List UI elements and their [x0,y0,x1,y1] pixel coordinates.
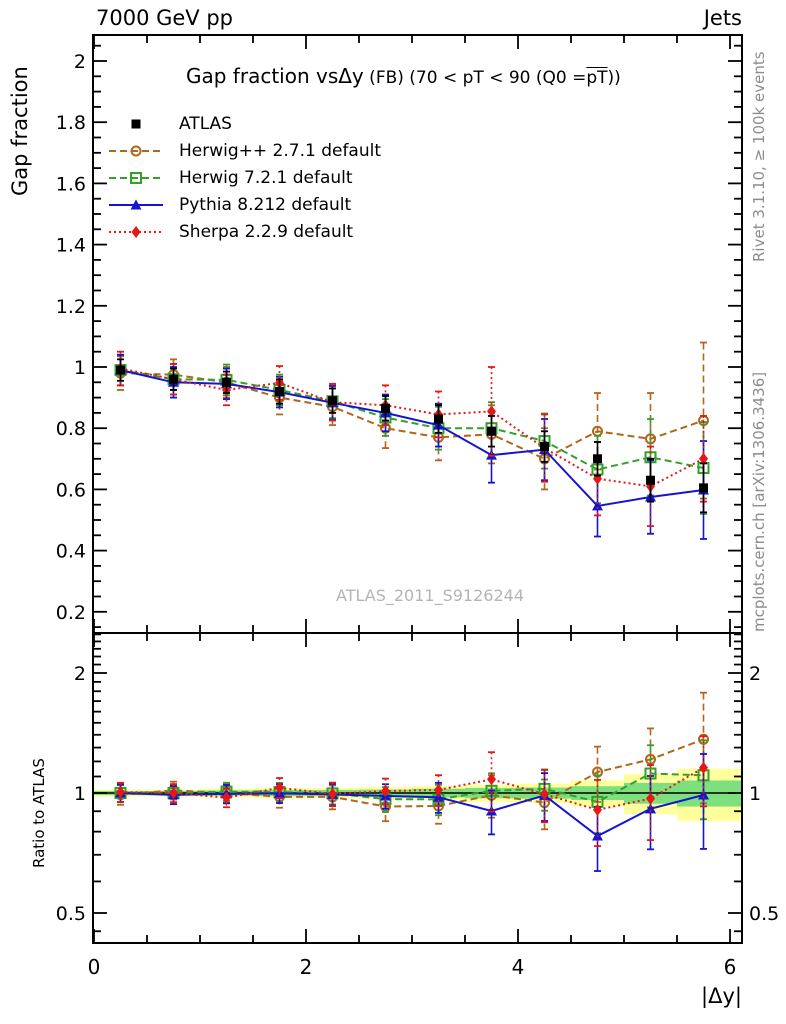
axis-tick-label: 1 [749,783,761,805]
legend-swatch-sherpa [109,225,163,238]
series-top-4 [116,350,708,528]
axis-tick-label: 0.6 [56,479,86,501]
plot-title-observable: Δy [338,64,364,88]
plot-title-cuts-pre: (FB) (70 < pT < 90 (Q0 = [363,68,587,88]
series-top-1 [115,341,709,500]
legend-item-herwig7: Herwig 7.2.1 default [107,164,353,191]
axis-tick-label: 0.8 [56,418,86,440]
series-ratio-3 [115,753,709,872]
axis-tick-label: 2 [74,663,86,685]
axis-tick-label: 1.4 [56,235,86,257]
axis-tick-label: 4 [512,955,525,979]
plot-title-cuts-overlined: pT [586,68,608,88]
axis-tick-label: 0.5 [56,903,86,925]
axis-tick-label: 1.2 [56,296,86,318]
plot-frames [92,34,743,944]
legend-swatch-herwigpp [109,145,163,156]
legend-label: Herwig 7.2.1 default [179,167,353,188]
axis-tick-labels: 0.2 0.4 0.6 0.8 1 1.2 1.4 1.6 1.8 2 0.5 0.5 1 1 2 2 0 2 4 6 [56,51,779,979]
header-analysis-group: Jets [703,6,742,30]
axis-tick-label: 2 [300,955,313,979]
legend-swatch-pythia [109,199,163,209]
legend-swatch-herwig7 [109,171,163,184]
axis-tick-label: 2 [749,663,761,685]
axis-tick-label: 0.2 [56,602,86,624]
plot-title-main: Gap fraction vs [186,64,339,88]
legend-label: ATLAS [179,113,232,134]
axis-tick-label: 2 [74,51,86,73]
legend-label: Pythia 8.212 default [179,194,352,215]
header-beam-energy: 7000 GeV pp [96,6,234,30]
axis-tick-label: 1 [74,783,86,805]
legend-label: Sherpa 2.2.9 default [179,221,354,242]
plot-title: Gap fraction vsΔy (FB) (70 < pT < 90 (Q0… [186,64,621,88]
legend-label: Herwig++ 2.7.1 default [179,140,382,161]
axis-tick-label: 0.5 [749,903,779,925]
watermark-analysis-id: ATLAS_2011_S9126244 [336,586,524,605]
axis-tick-label: 6 [724,955,737,979]
series-top-atlas [116,358,708,514]
legend-item-sherpa: Sherpa 2.2.9 default [107,218,353,245]
axis-tick-label: 1.8 [56,112,86,134]
axis-tick-label: 0.4 [56,541,86,563]
x-axis-label: |Δy| [701,984,742,1008]
legend-item-atlas: ATLAS [107,110,232,137]
legend-item-pythia: Pythia 8.212 default [107,191,351,218]
legend-item-herwigpp: Herwig++ 2.7.1 default [107,137,381,164]
series-ratio-4 [116,735,708,848]
legend-swatch-atlas [131,119,141,128]
axis-tick-label: 0 [88,955,101,979]
series-top-3 [115,353,709,540]
axis-tick-label: 1.6 [56,173,86,195]
series-ratio-1 [115,691,709,831]
axis-tick-label: 1 [74,357,86,379]
axis-ticks [93,35,742,943]
plot-title-cuts-post: )) [607,68,621,88]
